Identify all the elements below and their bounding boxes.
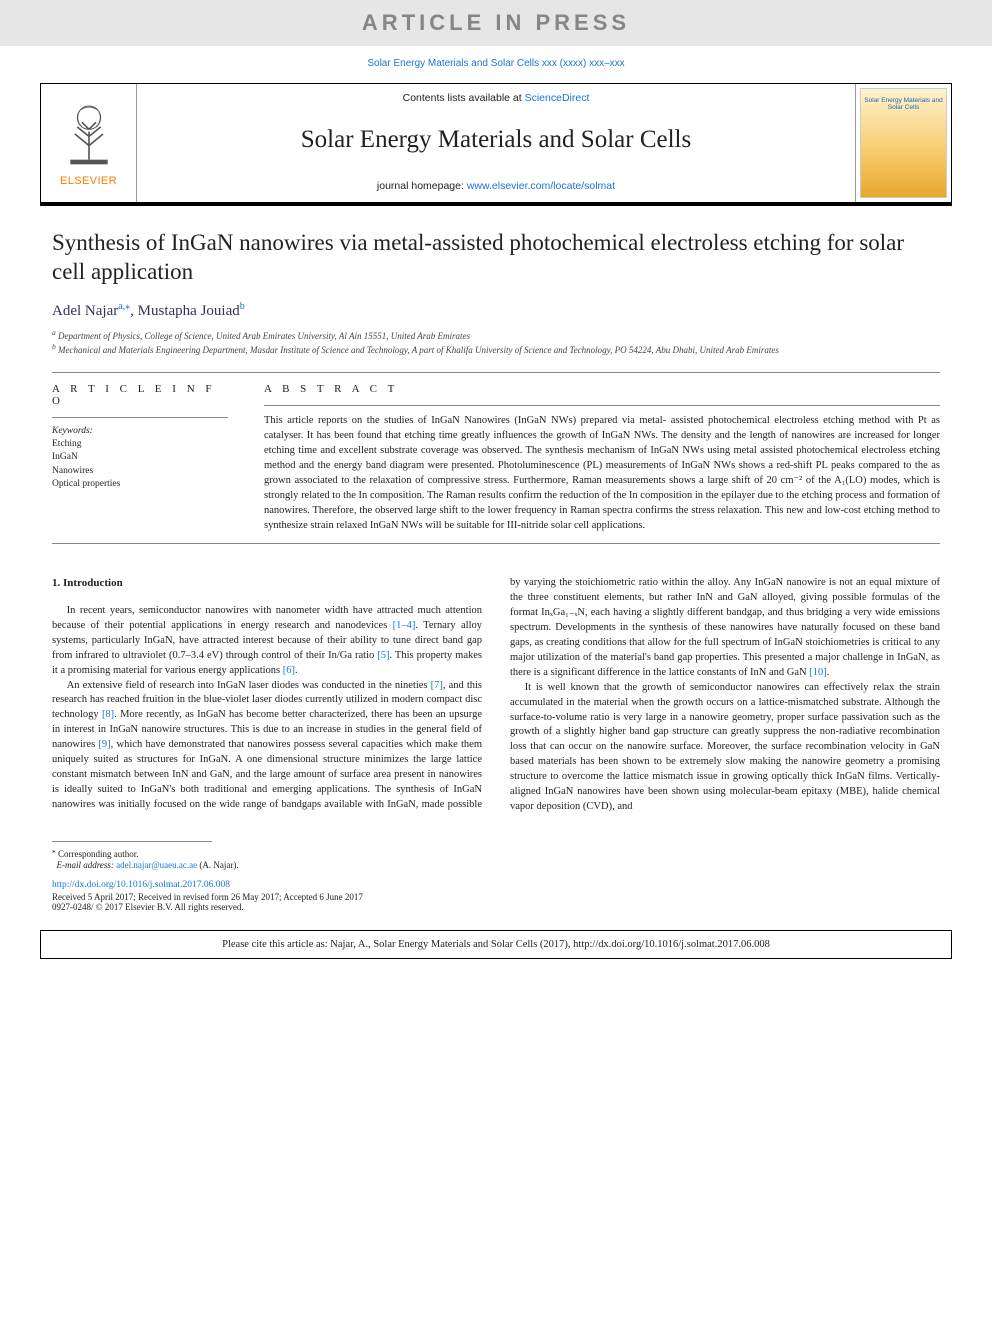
cite-5[interactable]: [5] <box>377 650 389 661</box>
corresponding-author-note: ⁎ Corresponding author. <box>0 846 992 859</box>
affiliation-b: b Mechanical and Materials Engineering D… <box>52 342 940 356</box>
abstract-text: This article reports on the studies of I… <box>264 414 940 533</box>
authors-line: Adel Najara,⁎, Mustapha Jouiadb <box>52 301 940 320</box>
header-center: Contents lists available at ScienceDirec… <box>137 84 855 202</box>
body-p1: In recent years, semiconductor nanowires… <box>52 604 482 679</box>
keyword-3: Nanowires <box>52 465 228 478</box>
body-p4: It is well known that the growth of semi… <box>510 681 940 815</box>
affiliation-a-text: Department of Physics, College of Scienc… <box>58 331 470 341</box>
cite-9[interactable]: [9] <box>98 739 110 750</box>
abstract-divider <box>264 405 940 406</box>
article-info-heading: A R T I C L E I N F O <box>52 383 228 407</box>
received-line: Received 5 April 2017; Received in revis… <box>0 890 992 902</box>
doi-link[interactable]: http://dx.doi.org/10.1016/j.solmat.2017.… <box>52 880 230 890</box>
elsevier-wordmark: ELSEVIER <box>60 175 117 187</box>
email-suffix: (A. Najar). <box>197 860 238 870</box>
footer-separator <box>52 841 212 842</box>
author-1-name: Adel Najar <box>52 303 118 319</box>
abstract-block: A B S T R A C T This article reports on … <box>264 383 940 533</box>
author-2-affil-link[interactable]: b <box>240 301 245 312</box>
journal-cover-cell: Solar Energy Materials and Solar Cells <box>855 84 951 202</box>
homepage-prefix: journal homepage: <box>377 180 467 192</box>
corr-text: Corresponding author. <box>56 849 139 859</box>
doi-line: http://dx.doi.org/10.1016/j.solmat.2017.… <box>0 880 992 890</box>
journal-reference-link[interactable]: Solar Energy Materials and Solar Cells x… <box>367 58 624 69</box>
body-columns: 1. Introduction In recent years, semicon… <box>52 576 940 815</box>
info-abstract-row: A R T I C L E I N F O Keywords: Etching … <box>52 383 940 533</box>
elsevier-logo-cell: ELSEVIER <box>41 84 137 202</box>
in-press-text: ARTICLE IN PRESS <box>362 10 630 35</box>
section-1-heading: 1. Introduction <box>52 576 482 592</box>
homepage-line: journal homepage: www.elsevier.com/locat… <box>149 180 843 192</box>
cite-8[interactable]: [8] <box>102 709 114 720</box>
homepage-link[interactable]: www.elsevier.com/locate/solmat <box>467 180 615 192</box>
cite-6[interactable]: [6] <box>283 665 295 676</box>
affiliation-b-text: Mechanical and Materials Engineering Dep… <box>58 345 779 355</box>
email-link[interactable]: adel.najar@uaeu.ac.ae <box>116 860 197 870</box>
divider-top <box>52 372 940 373</box>
author-2-name: Mustapha Jouiad <box>138 303 240 319</box>
email-label: E-mail address: <box>57 860 117 870</box>
journal-header: ELSEVIER Contents lists available at Sci… <box>40 83 952 206</box>
affiliation-a: a Department of Physics, College of Scie… <box>52 328 940 342</box>
info-divider <box>52 417 228 418</box>
divider-bottom <box>52 543 940 544</box>
cite-10[interactable]: [10] <box>809 667 827 678</box>
keyword-1: Etching <box>52 438 228 451</box>
journal-title: Solar Energy Materials and Solar Cells <box>149 126 843 154</box>
cite-as-box: Please cite this article as: Najar, A., … <box>40 930 952 959</box>
elsevier-tree-icon <box>54 99 124 169</box>
cite-7[interactable]: [7] <box>431 680 443 691</box>
contents-prefix: Contents lists available at <box>403 92 525 104</box>
contents-available-line: Contents lists available at ScienceDirec… <box>149 92 843 104</box>
email-line: E-mail address: adel.najar@uaeu.ac.ae (A… <box>0 859 992 880</box>
in-press-banner: ARTICLE IN PRESS <box>0 0 992 46</box>
sciencedirect-link[interactable]: ScienceDirect <box>525 92 590 104</box>
abstract-heading: A B S T R A C T <box>264 383 940 395</box>
keyword-4: Optical properties <box>52 478 228 491</box>
article-info-block: A R T I C L E I N F O Keywords: Etching … <box>52 383 228 533</box>
keywords-label: Keywords: <box>52 426 228 436</box>
journal-cover-thumb: Solar Energy Materials and Solar Cells <box>860 88 947 198</box>
cite-as-text: Please cite this article as: Najar, A., … <box>222 939 770 950</box>
author-separator: , <box>130 303 138 319</box>
journal-reference-line: Solar Energy Materials and Solar Cells x… <box>0 50 992 83</box>
keyword-2: InGaN <box>52 451 228 464</box>
article-title: Synthesis of InGaN nanowires via metal-a… <box>52 228 940 287</box>
copyright-line: 0927-0248/ © 2017 Elsevier B.V. All righ… <box>0 902 992 930</box>
cite-1-4[interactable]: [1–4] <box>393 620 416 631</box>
